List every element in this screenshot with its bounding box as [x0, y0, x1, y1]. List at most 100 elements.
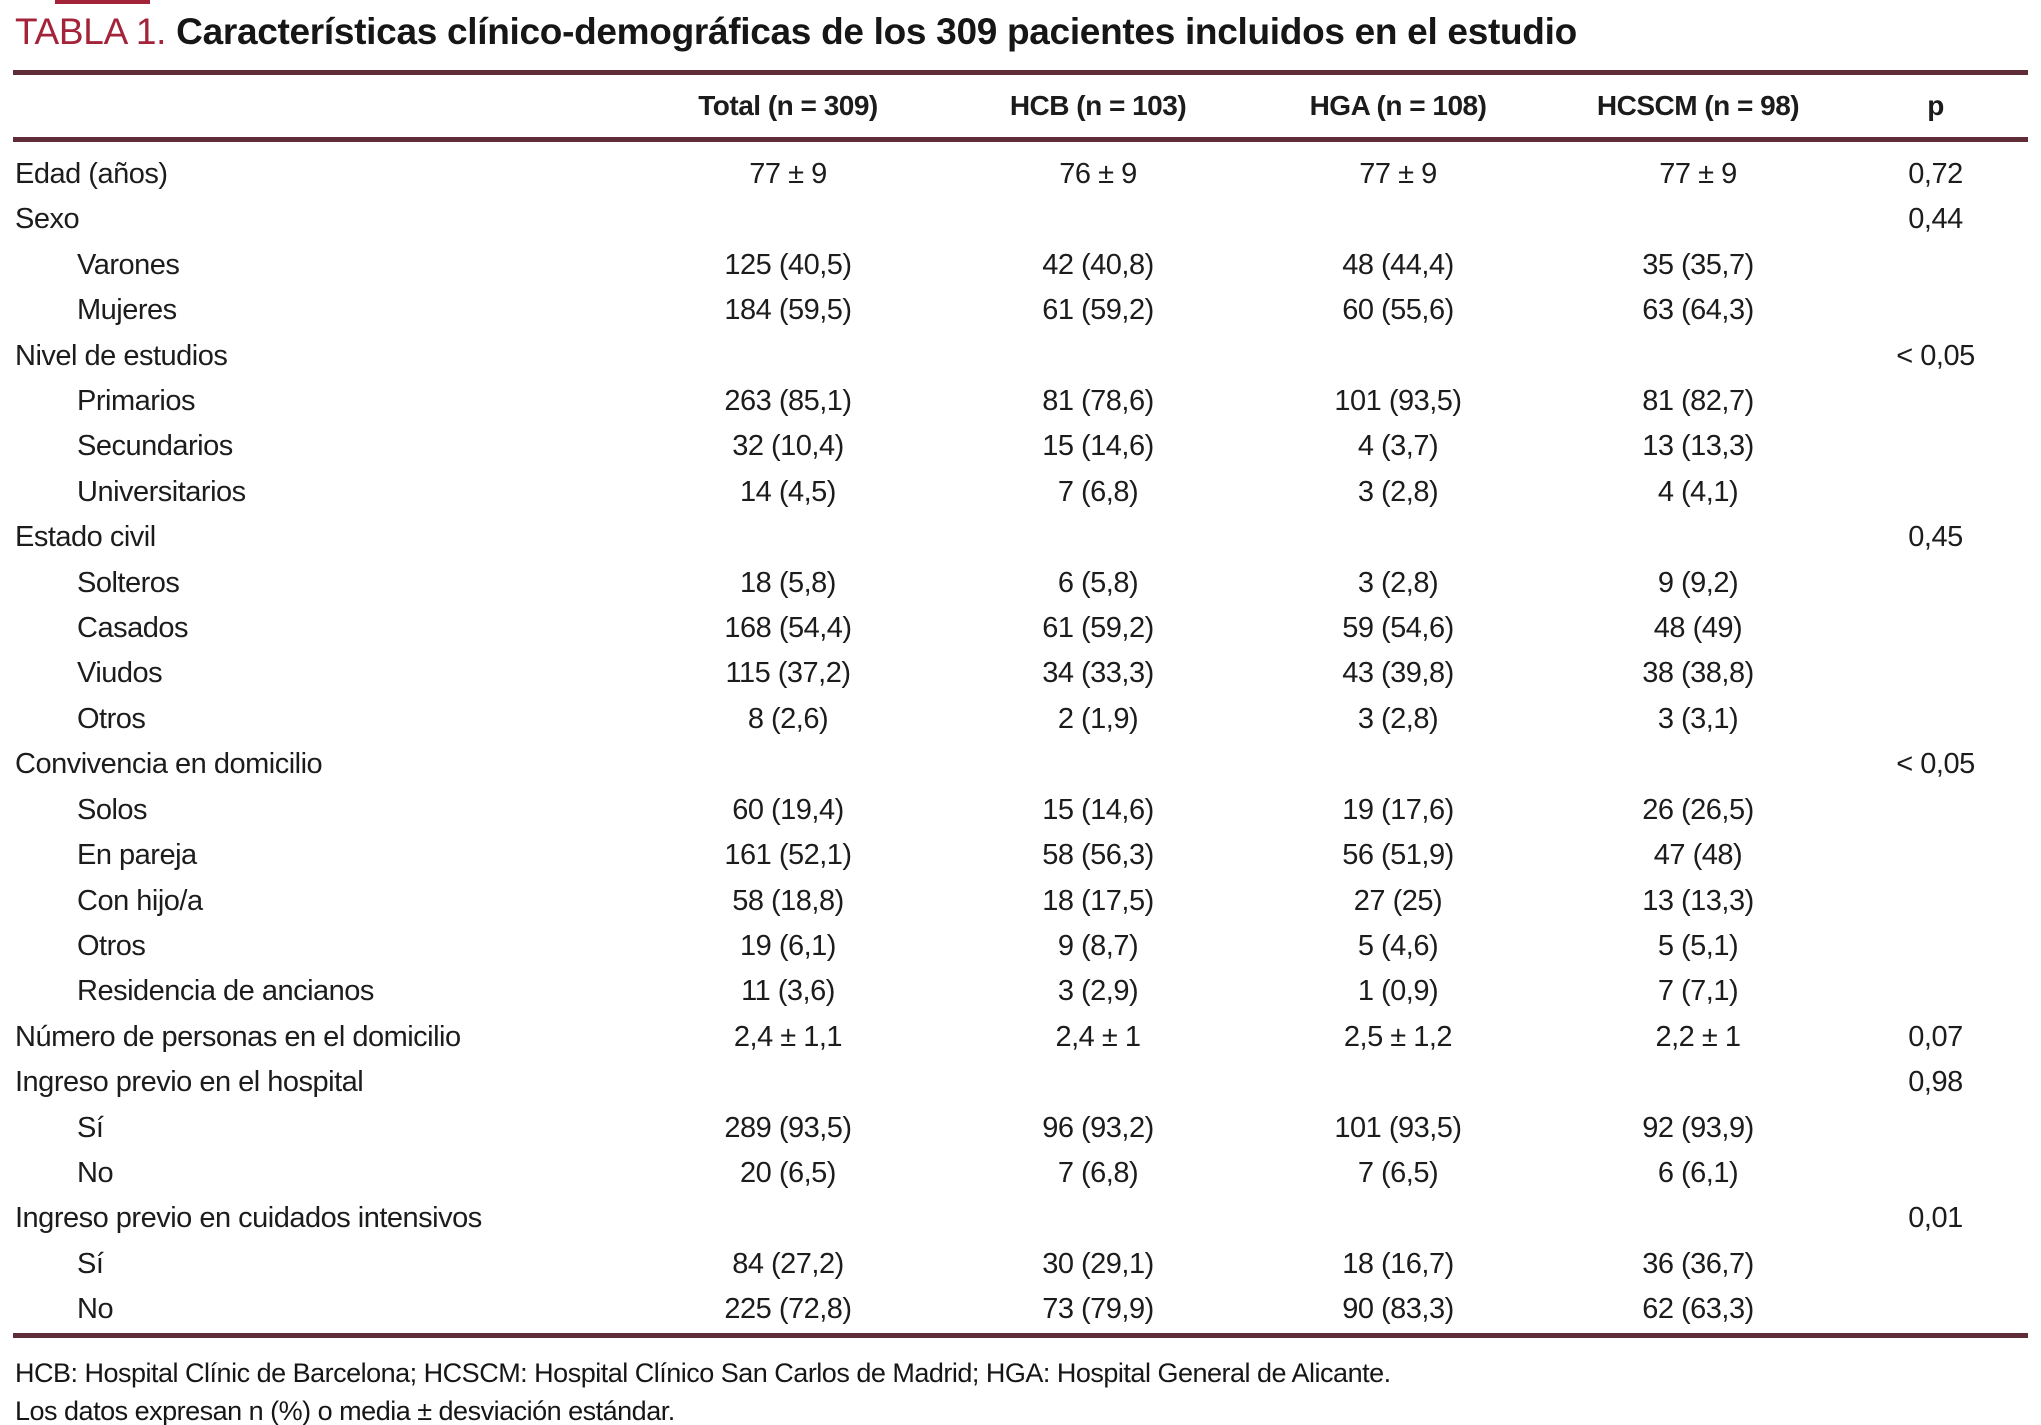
header-total: Total (n = 309)	[623, 70, 953, 142]
hga-cell: 43 (39,8)	[1342, 657, 1454, 690]
p-cell	[1843, 1287, 2028, 1335]
table-row: Ingreso previo en el hospital 0,98	[13, 1060, 2028, 1105]
header-hcb: HCB (n = 103)	[953, 70, 1243, 142]
total-cell: 263 (85,1)	[724, 385, 852, 418]
hga-cell: 77 ± 9	[1359, 158, 1437, 190]
hga-cell	[1243, 197, 1553, 242]
hcb-cell: 18 (17,5)	[1042, 884, 1154, 917]
hcb-cell: 76 ± 9	[1059, 158, 1137, 190]
row-label: Varones	[77, 248, 180, 281]
table-row: No 225 (72,8) 73 (79,9) 90 (83,3) 62 (63…	[13, 1287, 2028, 1335]
row-label: Primarios	[77, 385, 195, 418]
hcscm-cell: 9 (9,2)	[1657, 566, 1739, 599]
table-row: Con hijo/a 58 (18,8) 18 (17,5) 27 (25) 1…	[13, 879, 2028, 924]
total-cell: 168 (54,4)	[724, 612, 852, 645]
table-body: Edad (años) 77 ± 9 76 ± 9 77 ± 9 77 ± 9 …	[13, 140, 2028, 1336]
total-cell: 125 (40,5)	[724, 248, 852, 281]
total-cell	[623, 334, 953, 379]
hcb-cell: 2,4 ± 1	[1055, 1020, 1141, 1053]
total-cell: 289 (93,5)	[724, 1111, 852, 1144]
hcscm-cell: 36 (36,7)	[1642, 1247, 1754, 1280]
p-cell	[1843, 1242, 2028, 1287]
hcb-cell: 61 (59,2)	[1042, 294, 1154, 327]
table-row: Sí 289 (93,5) 96 (93,2) 101 (93,5) 92 (9…	[13, 1106, 2028, 1151]
table-number-label: TABLA 1.	[15, 11, 167, 52]
total-cell: 8 (2,6)	[747, 702, 829, 735]
hcb-cell	[953, 1196, 1243, 1241]
total-cell: 18 (5,8)	[740, 566, 836, 599]
hcb-cell	[953, 197, 1243, 242]
p-cell	[1843, 879, 2028, 924]
hcb-cell: 6 (5,8)	[1057, 566, 1139, 599]
hga-cell: 7 (6,5)	[1357, 1156, 1439, 1189]
table-row: Nivel de estudios < 0,05	[13, 334, 2028, 379]
footnote-data-format: Los datos expresan n (%) o media ± desvi…	[15, 1395, 675, 1425]
table-row: Otros 8 (2,6) 2 (1,9) 3 (2,8) 3 (3,1)	[13, 697, 2028, 742]
row-label: Solteros	[77, 566, 180, 599]
table-row: En pareja 161 (52,1) 58 (56,3) 56 (51,9)…	[13, 833, 2028, 878]
row-label: Ingreso previo en cuidados intensivos	[15, 1202, 482, 1235]
clinical-demographics-table: Total (n = 309) HCB (n = 103) HGA (n = 1…	[13, 70, 2028, 1338]
p-cell	[1843, 379, 2028, 424]
table-row: Varones 125 (40,5) 42 (40,8) 48 (44,4) 3…	[13, 243, 2028, 288]
hcscm-cell: 4 (4,1)	[1657, 475, 1739, 508]
total-cell	[623, 515, 953, 560]
total-cell: 32 (10,4)	[732, 430, 844, 463]
hga-cell: 3 (2,8)	[1357, 475, 1439, 508]
table-header: Total (n = 309) HCB (n = 103) HGA (n = 1…	[13, 70, 2028, 142]
hcb-cell: 61 (59,2)	[1042, 612, 1154, 645]
total-cell: 58 (18,8)	[732, 884, 844, 917]
row-label: Número de personas en el domicilio	[15, 1020, 461, 1053]
hcscm-cell: 47 (48)	[1653, 839, 1743, 872]
row-label: Estado civil	[15, 521, 156, 554]
hga-cell: 101 (93,5)	[1334, 1111, 1462, 1144]
total-cell: 11 (3,6)	[741, 975, 835, 1008]
total-cell	[623, 1060, 953, 1105]
p-cell: 0,07	[1908, 1020, 1963, 1053]
hga-cell: 4 (3,7)	[1357, 430, 1439, 463]
hga-cell: 59 (54,6)	[1342, 612, 1454, 645]
row-label: Otros	[77, 702, 146, 735]
table-row: No 20 (6,5) 7 (6,8) 7 (6,5) 6 (6,1)	[13, 1151, 2028, 1196]
row-label: Sí	[77, 1111, 104, 1144]
p-cell	[1843, 288, 2028, 333]
hga-cell: 3 (2,8)	[1357, 702, 1439, 735]
p-cell	[1843, 606, 2028, 651]
table-row: Número de personas en el domicilio 2,4 ±…	[13, 1015, 2028, 1060]
row-label: Edad (años)	[15, 158, 168, 190]
hcscm-cell: 92 (93,9)	[1642, 1111, 1754, 1144]
hcb-cell: 73 (79,9)	[1042, 1293, 1154, 1326]
hcscm-cell	[1553, 197, 1843, 242]
hcb-cell: 7 (6,8)	[1057, 475, 1139, 508]
hcscm-cell: 62 (63,3)	[1642, 1293, 1754, 1326]
hga-cell	[1243, 515, 1553, 560]
hcb-cell: 58 (56,3)	[1042, 839, 1154, 872]
p-cell: 0,44	[1908, 203, 1963, 236]
p-cell	[1843, 561, 2028, 606]
row-label: No	[77, 1293, 114, 1326]
total-cell: 184 (59,5)	[724, 294, 852, 327]
row-label: Nivel de estudios	[15, 339, 228, 372]
hcb-cell: 9 (8,7)	[1057, 929, 1139, 962]
hga-cell: 2,5 ± 1,2	[1343, 1020, 1453, 1053]
row-label: Otros	[77, 929, 146, 962]
row-label: Con hijo/a	[77, 884, 203, 917]
header-p: p	[1843, 70, 2028, 142]
total-cell	[623, 1196, 953, 1241]
p-cell	[1843, 1106, 2028, 1151]
hga-cell: 101 (93,5)	[1334, 385, 1462, 418]
table-row: Casados 168 (54,4) 61 (59,2) 59 (54,6) 4…	[13, 606, 2028, 651]
p-cell	[1843, 651, 2028, 696]
hcb-cell: 81 (78,6)	[1042, 385, 1154, 418]
header-blank	[13, 70, 623, 142]
p-cell	[1843, 1151, 2028, 1196]
footnote-abbreviations: HCB: Hospital Clínic de Barcelona; HCSCM…	[15, 1357, 1391, 1388]
row-label: En pareja	[77, 839, 197, 872]
hga-cell: 90 (83,3)	[1342, 1293, 1454, 1326]
hga-cell	[1243, 742, 1553, 787]
hcb-cell: 3 (2,9)	[1057, 975, 1139, 1008]
table-row: Sí 84 (27,2) 30 (29,1) 18 (16,7) 36 (36,…	[13, 1242, 2028, 1287]
total-cell: 60 (19,4)	[732, 793, 844, 826]
hcb-cell: 2 (1,9)	[1057, 702, 1139, 735]
p-cell: 0,01	[1908, 1202, 1963, 1235]
